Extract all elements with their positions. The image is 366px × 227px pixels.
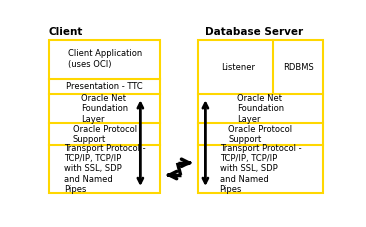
Text: Oracle Protocol
Support: Oracle Protocol Support	[72, 125, 137, 144]
Text: Transport Protocol -
TCP/IP, TCP/IP
with SSL, SDP
and Named
Pipes: Transport Protocol - TCP/IP, TCP/IP with…	[64, 144, 145, 194]
FancyBboxPatch shape	[49, 40, 160, 193]
Text: Client: Client	[49, 27, 83, 37]
FancyBboxPatch shape	[198, 40, 323, 193]
Text: Database Server: Database Server	[205, 27, 303, 37]
Text: Client Application
(uses OCI): Client Application (uses OCI)	[67, 49, 142, 69]
Text: Oracle Net
Foundation
Layer: Oracle Net Foundation Layer	[81, 94, 128, 124]
Text: RDBMS: RDBMS	[283, 63, 313, 72]
Text: Oracle Protocol
Support: Oracle Protocol Support	[228, 125, 292, 144]
Text: Listener: Listener	[221, 63, 255, 72]
Text: Oracle Net
Foundation
Layer: Oracle Net Foundation Layer	[237, 94, 284, 124]
Text: Transport Protocol -
TCP/IP, TCP/IP
with SSL, SDP
and Named
Pipes: Transport Protocol - TCP/IP, TCP/IP with…	[220, 144, 301, 194]
Text: Presentation - TTC: Presentation - TTC	[66, 82, 143, 91]
